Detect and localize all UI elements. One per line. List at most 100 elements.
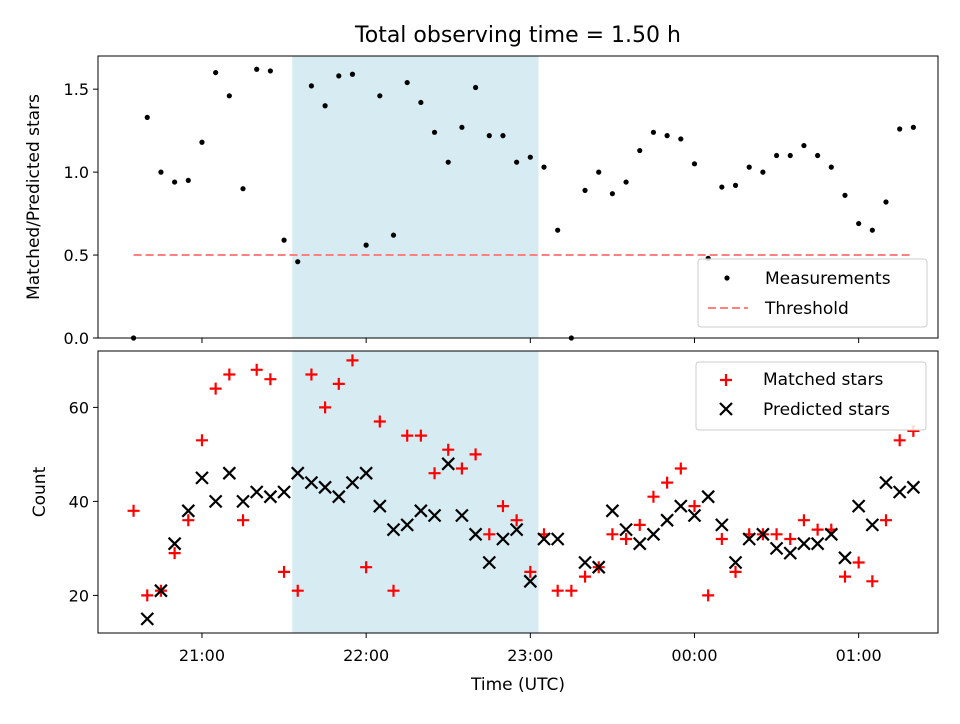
predicted-stars-point: [455, 508, 469, 523]
predicted-stars-point: [154, 583, 168, 598]
matched-stars-point: [360, 561, 373, 574]
bottom-y-tick-label: 20: [69, 586, 89, 605]
measurements-point: [691, 161, 698, 167]
measurements-point: [650, 129, 657, 135]
measurements-point: [609, 191, 615, 197]
x-axis-label: Time (UTC): [470, 675, 565, 695]
matched-stars-point: [346, 354, 359, 367]
predicted-stars-point: [195, 471, 209, 485]
predicted-stars-point: [386, 522, 401, 537]
measurements-point: [719, 184, 725, 190]
measurements-point: [582, 187, 588, 193]
predicted-stars-point: [468, 527, 483, 542]
matched-stars-point: [182, 514, 195, 527]
bottom-y-axis: 20 40 60: [69, 398, 98, 605]
bottom-legend-box: [695, 361, 927, 431]
x-tick-label: 22:00: [343, 646, 389, 665]
matched-stars-point: [866, 575, 879, 588]
predicted-stars-point: [345, 475, 360, 490]
matched-stars-point: [223, 368, 236, 381]
measurements-point: [787, 152, 793, 159]
predicted-stars-point: [509, 522, 524, 537]
measurements-point: [746, 164, 752, 170]
top-plot-marks: [130, 66, 916, 341]
matched-stars-point: [852, 556, 865, 569]
matched-stars-point: [565, 584, 578, 597]
legend-label-matched-stars: Matched stars: [763, 370, 883, 390]
predicted-stars-point: [222, 466, 237, 480]
measurements-point: [678, 136, 684, 142]
measurements-point: [856, 220, 862, 227]
bottom-panel: 20 40 60 21:00 22:00 23:00 00:00 01:00 Count T…: [30, 350, 939, 695]
predicted-stars-point: [578, 555, 592, 570]
predicted-stars-point: [851, 499, 866, 513]
matched-stars-point: [250, 363, 263, 376]
top-y-tick-label: 0.5: [64, 246, 89, 265]
measurements-point: [555, 227, 561, 233]
chart-title: Total observing time = 1.50 h: [354, 23, 681, 48]
measurements-point: [869, 227, 875, 233]
matched-stars-point: [305, 368, 318, 381]
predicted-stars-point: [427, 508, 442, 523]
x-tick-label: 01:00: [836, 646, 882, 665]
predicted-stars-point: [879, 475, 893, 490]
matched-stars-point: [319, 401, 332, 414]
predicted-stars-point: [332, 489, 346, 504]
matched-stars-point: [414, 429, 427, 442]
matched-stars-point: [579, 570, 592, 583]
predicted-stars-point: [537, 532, 551, 546]
predicted-stars-point: [687, 508, 702, 523]
matched-stars-point: [264, 373, 277, 386]
predicted-stars-point: [660, 513, 674, 527]
measurements-point: [459, 124, 465, 130]
predicted-stars-point: [906, 480, 921, 495]
measurements-point: [773, 152, 780, 159]
matched-stars-point: [647, 490, 660, 503]
measurements-point: [363, 242, 369, 248]
measurements-point: [172, 179, 178, 185]
predicted-stars-point: [769, 541, 784, 556]
measurements-point: [336, 73, 342, 79]
measurements-point: [377, 93, 383, 99]
top-axes-frame: [97, 55, 939, 339]
matched-stars-point: [688, 500, 701, 513]
bottom-legend: Matched stars Predicted stars: [695, 361, 927, 431]
measurements-point: [281, 237, 287, 243]
matched-stars-point: [811, 523, 824, 536]
predicted-stars-point: [632, 536, 647, 551]
predicted-stars-point: [208, 494, 223, 509]
matched-stars-point: [373, 415, 386, 428]
predicted-stars-point: [865, 518, 880, 532]
matched-stars-point: [770, 528, 783, 541]
predicted-stars-point: [715, 518, 729, 532]
predicted-stars-point: [441, 457, 456, 471]
matched-stars-point: [496, 500, 509, 513]
x-tick-label: 23:00: [507, 646, 553, 665]
top-y-tick-label: 1.0: [64, 163, 89, 182]
top-y-tick-label: 1.5: [64, 80, 89, 99]
bottom-y-axis-label: Count: [30, 466, 50, 517]
matched-stars-point: [606, 528, 619, 541]
measurements-point: [486, 133, 492, 139]
measurements-point: [541, 164, 547, 170]
measurements-point: [418, 99, 424, 106]
measurements-point: [910, 124, 916, 130]
measurements-point: [623, 179, 629, 185]
x-tick-label: 21:00: [179, 646, 225, 665]
measurements-point: [185, 177, 191, 184]
measurements-point: [760, 169, 766, 175]
measurements-point: [322, 103, 328, 109]
bottom-y-tick-label: 40: [69, 492, 89, 511]
bottom-y-tick-label: 60: [69, 398, 89, 417]
predicted-stars-point: [181, 504, 196, 518]
measurements-point: [431, 129, 438, 135]
predicted-stars-point: [810, 536, 825, 551]
matched-stars-point: [674, 462, 687, 475]
measurements-point: [500, 133, 506, 139]
predicted-stars-point: [783, 546, 798, 560]
predicted-stars-point: [797, 536, 811, 551]
top-legend: Measurements Threshold: [697, 258, 928, 328]
matched-stars-point: [195, 434, 208, 447]
matched-stars-point: [784, 533, 797, 545]
